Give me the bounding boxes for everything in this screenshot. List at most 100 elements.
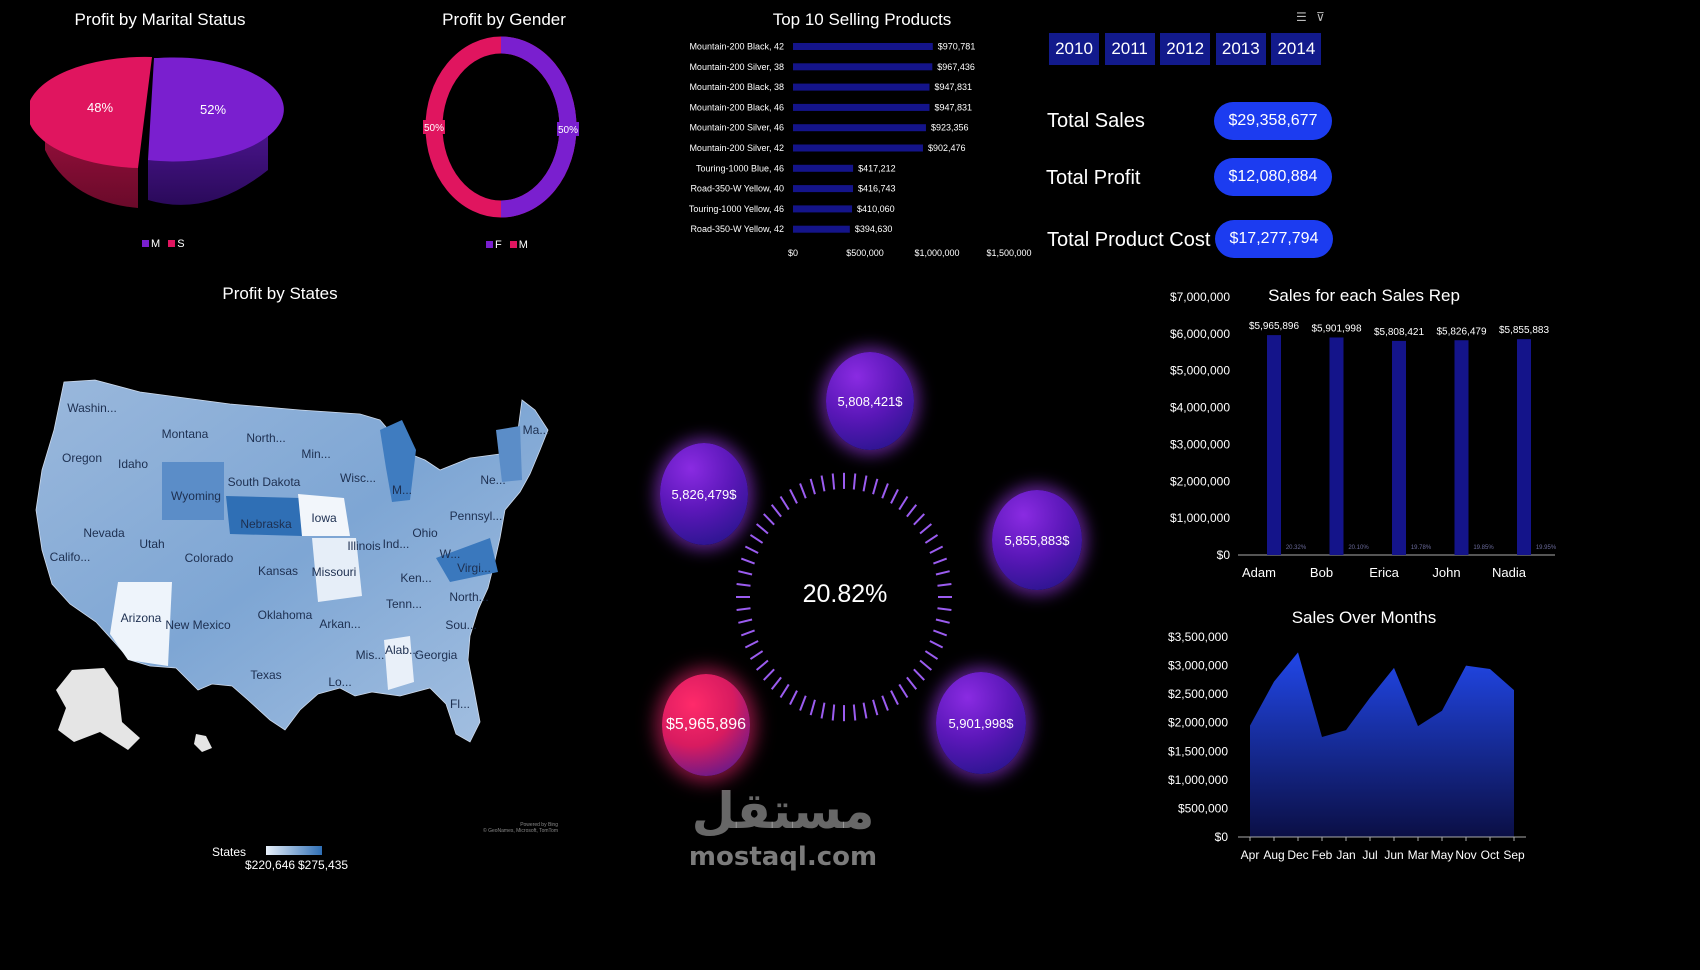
state-label: Alab... bbox=[385, 643, 419, 657]
year-button-2013[interactable]: 2013 bbox=[1214, 32, 1267, 66]
gauge-tick bbox=[736, 583, 751, 587]
gender-legend: F M bbox=[486, 239, 528, 251]
state-label: Nebraska bbox=[240, 517, 292, 531]
months-x-label: Jul bbox=[1362, 848, 1377, 862]
product-bar bbox=[793, 63, 933, 71]
gauge-tick bbox=[779, 495, 790, 511]
rep-pct-label: 20.10% bbox=[1348, 545, 1369, 551]
months-x-label: Sep bbox=[1503, 848, 1525, 862]
gauge-tick bbox=[862, 702, 868, 719]
gauge-tick bbox=[919, 659, 933, 671]
months-y-tick: $2,500,000 bbox=[1168, 687, 1228, 701]
multiselect-icon[interactable]: ☰ bbox=[1296, 10, 1307, 24]
us-map[interactable]: Washin... Montana North... Min... Oregon Idah… bbox=[0, 370, 570, 770]
months-y-tick: $0 bbox=[1215, 830, 1229, 844]
rep-value-label: $5,808,421 bbox=[1374, 327, 1424, 338]
product-bar bbox=[793, 144, 923, 152]
watermark-latin: mostaql.com bbox=[688, 842, 878, 872]
donut-label-m: 50% bbox=[424, 123, 444, 134]
state-label: North... bbox=[449, 590, 488, 604]
gauge-tick bbox=[763, 668, 775, 681]
state-label: Missouri bbox=[312, 565, 357, 579]
product-label: Mountain-200 Black, 46 bbox=[689, 102, 784, 112]
gauge-tick bbox=[852, 473, 857, 490]
state-label: Califo... bbox=[50, 550, 91, 564]
gauge-tick bbox=[906, 676, 918, 690]
state-label: South Dakota bbox=[228, 475, 301, 489]
gauge-tick bbox=[831, 473, 836, 490]
map-legend-title: States bbox=[212, 845, 247, 859]
rep-x-label: John bbox=[1432, 565, 1460, 580]
rep-bar bbox=[1267, 335, 1281, 555]
months-y-tick: $3,500,000 bbox=[1168, 630, 1228, 644]
kpi-total-profit-label: Total Profit bbox=[1046, 167, 1141, 189]
sales-months-area-chart: Sales Over Months $0 $500,000 $1,000,000 $1,… bbox=[1168, 608, 1526, 862]
state-label: New Mexico bbox=[165, 618, 231, 632]
hawaii-shape bbox=[194, 734, 212, 752]
months-x-label: Dec bbox=[1287, 848, 1308, 862]
rep-y-tick: $2,000,000 bbox=[1170, 474, 1230, 488]
pie-slice-m bbox=[148, 57, 284, 162]
gauge-tick bbox=[890, 488, 899, 504]
months-x-label: Feb bbox=[1312, 848, 1333, 862]
year-button-2010[interactable]: 2010 bbox=[1048, 32, 1100, 66]
state-label: Nevada bbox=[83, 526, 125, 540]
rep-value-label: $5,855,883 bbox=[1499, 325, 1549, 336]
rep-value-label: $5,826,479 bbox=[1436, 326, 1486, 337]
gauge-tick bbox=[937, 607, 952, 611]
gauge-tick bbox=[789, 488, 798, 504]
clear-filter-icon[interactable]: ⊽ bbox=[1316, 10, 1325, 24]
gauge-tick bbox=[872, 699, 879, 716]
year-button-2011[interactable]: 2011 bbox=[1103, 32, 1156, 66]
rep-bubble-nadia: 5,855,883$ bbox=[992, 490, 1082, 590]
rep-y-tick: $0 bbox=[1217, 548, 1231, 562]
state-label: Virgi... bbox=[457, 561, 491, 575]
gauge-tick bbox=[881, 695, 889, 711]
gauge-tick bbox=[770, 504, 782, 518]
months-x-label: Mar bbox=[1408, 848, 1429, 862]
rep-bar bbox=[1454, 340, 1469, 555]
months-y-tick: $1,000,000 bbox=[1168, 773, 1228, 787]
gauge-tick bbox=[738, 570, 753, 576]
rep-x-label: Adam bbox=[1242, 565, 1276, 580]
gauge-tick bbox=[755, 523, 769, 535]
rep-bar bbox=[1392, 340, 1406, 555]
gauge-tick bbox=[913, 668, 925, 681]
gauge-tick bbox=[872, 478, 879, 495]
gauge-tick bbox=[919, 523, 933, 535]
months-x-label: Nov bbox=[1455, 848, 1476, 862]
state-label: W... bbox=[440, 547, 461, 561]
product-value-label: $970,781 bbox=[938, 42, 976, 52]
gauge-tick bbox=[935, 570, 950, 576]
rep-y-tick: $6,000,000 bbox=[1170, 327, 1230, 341]
gauge-tick bbox=[809, 478, 816, 495]
gauge-tick bbox=[820, 475, 826, 492]
gender-chart-title: Profit by Gender bbox=[442, 10, 566, 29]
state-label: Ind... bbox=[383, 537, 410, 551]
months-x-label: Oct bbox=[1481, 848, 1500, 862]
year-button-2012[interactable]: 2012 bbox=[1159, 32, 1212, 66]
state-label: Tenn... bbox=[386, 597, 422, 611]
state-label: Washin... bbox=[67, 401, 117, 415]
months-x-label: Jan bbox=[1336, 848, 1355, 862]
gauge-tick bbox=[933, 629, 948, 637]
gender-donut-chart: 50% 50% bbox=[423, 36, 579, 218]
gauge-tick bbox=[738, 618, 753, 624]
year-button-2014[interactable]: 2014 bbox=[1270, 32, 1323, 66]
top-products-bar-chart: Mountain-200 Black, 42 $970,781 Mountain-2… bbox=[689, 42, 1032, 259]
product-value-label: $416,743 bbox=[858, 184, 896, 194]
map-legend-gradient bbox=[266, 846, 322, 855]
gauge-center-value: 20.82% bbox=[802, 580, 888, 608]
months-area bbox=[1250, 652, 1514, 837]
months-y-tick: $500,000 bbox=[1178, 801, 1228, 815]
state-label: Oklahoma bbox=[258, 608, 313, 622]
product-label: Road-350-W Yellow, 40 bbox=[690, 184, 784, 194]
state-label: Ohio bbox=[412, 526, 438, 540]
rep-y-tick: $3,000,000 bbox=[1170, 437, 1230, 451]
gauge-tick bbox=[935, 618, 950, 624]
state-label: Montana bbox=[162, 427, 209, 441]
pie-label-s: 48% bbox=[87, 100, 113, 115]
rep-bar bbox=[1329, 337, 1344, 555]
state-label: Oregon bbox=[62, 451, 102, 465]
gauge-tick bbox=[744, 640, 759, 649]
